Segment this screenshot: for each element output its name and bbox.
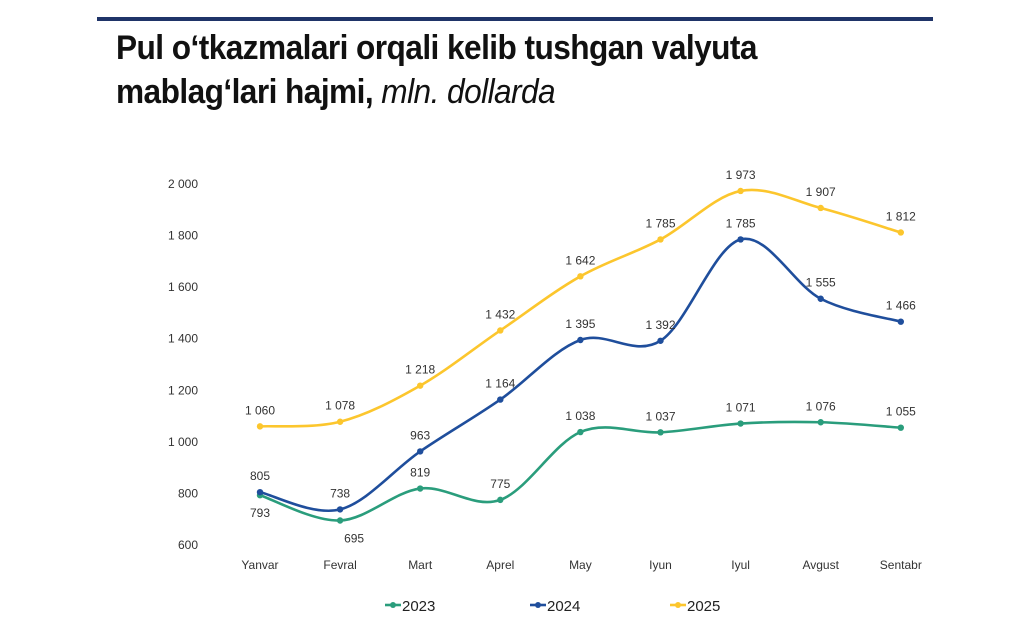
x-tick-label: Iyun [649,558,672,572]
data-label-2024: 1 395 [565,317,595,331]
data-point-2024 [657,337,664,344]
top-divider [97,17,933,21]
data-point-2024 [417,448,424,455]
data-label-2024: 963 [410,428,430,442]
data-label-2024: 1 466 [886,299,916,313]
data-point-2023 [657,429,664,436]
y-tick-label: 1 400 [168,332,198,346]
data-label-2025: 1 907 [806,185,836,199]
chart-title: Pul o‘tkazmalari orqali kelib tushgan va… [116,26,757,114]
title-bold: mablag‘lari hajmi, [116,73,374,111]
data-label-2023: 695 [344,532,364,546]
data-point-2024 [737,236,744,243]
data-point-2023 [737,420,744,427]
x-tick-label: Sentabr [880,558,922,572]
data-point-2024 [336,506,344,513]
y-tick-label: 1 200 [168,383,198,397]
legend-label-2024: 2024 [547,598,580,615]
data-point-2025 [336,418,344,425]
data-label-2025: 1 432 [485,307,515,321]
data-label-2024: 1 555 [806,276,836,290]
data-label-2025: 1 642 [565,253,595,267]
x-tick-label: Mart [408,558,433,572]
data-label-2023: 775 [490,477,510,491]
legend-marker-2025 [675,602,681,608]
data-point-2025 [577,273,584,280]
data-point-2024 [256,488,264,496]
legend-label-2025: 2025 [687,598,720,615]
data-point-2023 [897,424,904,431]
x-tick-label: Yanvar [241,558,278,572]
y-tick-label: 1 000 [168,435,198,449]
legend-label-2023: 2023 [402,598,435,615]
data-point-2025 [497,327,504,334]
data-label-2023: 1 076 [806,399,836,413]
data-point-2024 [817,295,824,302]
y-tick-label: 2 000 [168,177,198,191]
y-tick-label: 1 800 [168,229,198,243]
data-point-2025 [657,236,664,243]
x-tick-label: Fevral [323,558,356,572]
data-label-2024: 738 [330,486,350,500]
title-line-2: mablag‘lari hajmi, mln. dollarda [116,70,757,114]
title-unit: mln. dollarda [381,73,556,111]
x-tick-label: Avgust [802,558,839,572]
data-point-2023 [497,496,504,504]
data-label-2023: 1 038 [565,409,595,423]
data-point-2025 [417,382,424,389]
data-point-2024 [497,396,504,403]
series-line-2024 [259,237,902,512]
data-point-2023 [336,517,344,524]
data-label-2025: 1 060 [245,403,275,417]
data-label-2023: 1 071 [726,401,756,415]
x-tick-label: May [569,558,592,572]
data-label-2025: 1 973 [726,168,756,182]
y-tick-label: 1 600 [168,280,198,294]
series-line-2025 [259,188,902,428]
data-point-2025 [256,423,264,430]
data-point-2024 [897,318,904,325]
data-label-2025: 1 785 [645,216,675,230]
data-label-2025: 1 812 [886,209,916,223]
data-point-2023 [417,485,424,492]
legend-marker-2023 [390,602,396,608]
data-point-2025 [737,187,744,195]
y-tick-label: 800 [178,486,198,500]
data-label-2024: 1 392 [645,318,675,332]
data-point-2025 [817,204,824,212]
y-tick-label: 600 [178,538,198,552]
data-label-2023: 793 [250,506,270,520]
x-tick-label: Aprel [486,558,514,572]
series-line-2023 [259,420,901,522]
x-tick-label: Iyul [731,558,750,572]
data-point-2023 [577,428,584,436]
data-label-2023: 819 [410,466,430,480]
data-point-2024 [577,336,584,344]
data-label-2024: 805 [250,469,270,483]
data-label-2024: 1 785 [726,216,756,230]
data-point-2025 [897,229,904,236]
legend-marker-2024 [535,602,541,608]
data-point-2023 [817,419,824,426]
data-label-2024: 1 164 [485,377,515,391]
title-line-1: Pul o‘tkazmalari orqali kelib tushgan va… [116,29,757,67]
data-label-2025: 1 218 [405,363,435,377]
data-label-2025: 1 078 [325,399,355,413]
data-label-2023: 1 037 [645,409,675,423]
data-label-2023: 1 055 [886,405,916,419]
